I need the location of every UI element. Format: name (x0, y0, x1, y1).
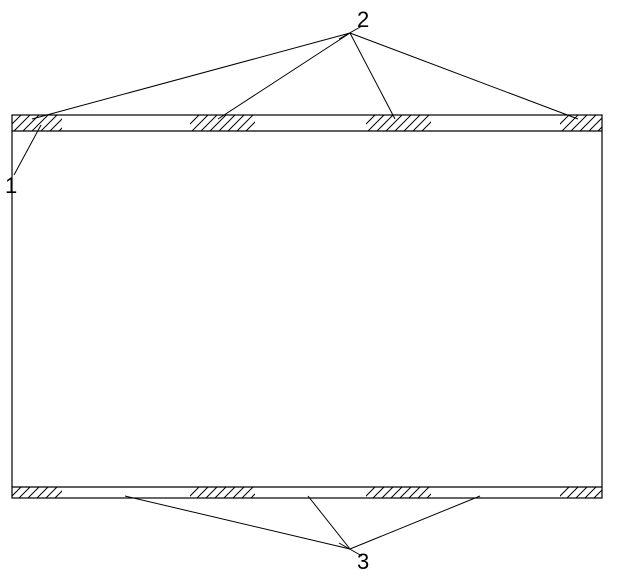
hatched-segment (350, 115, 456, 131)
hatched-segment (355, 487, 447, 498)
callout-label-2: 2 (357, 7, 369, 32)
main-body-rect (12, 115, 602, 498)
technical-diagram: 1 2 3 (0, 0, 620, 578)
hatched-segment (174, 115, 280, 131)
callout-label-3: 3 (357, 549, 369, 574)
callout-label-1: 1 (5, 173, 17, 198)
hatched-segment (179, 487, 271, 498)
hatched-segment (549, 487, 620, 498)
hatched-segment (0, 115, 93, 131)
hatched-segment (544, 115, 620, 131)
